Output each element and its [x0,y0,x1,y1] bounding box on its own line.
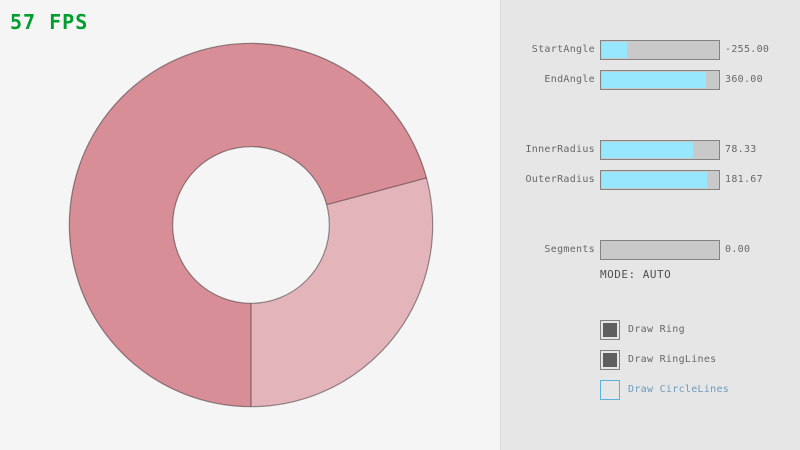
checkbox-row-draw-ringlines: Draw RingLines [500,350,800,370]
startangle-label: StartAngle [531,44,595,55]
segments-label: Segments [544,244,595,255]
outerradius-value: 181.67 [725,174,763,185]
outerradius-slider[interactable] [600,170,720,190]
slider-row-innerradius: InnerRadius 78.33 [500,140,800,160]
outerradius-label: OuterRadius [525,174,595,185]
slider-row-outerradius: OuterRadius 181.67 [500,170,800,190]
checkbox-row-draw-circlelines: Draw CircleLines [500,380,800,400]
checkmark [603,323,617,337]
mode-label: MODE: AUTO [600,268,672,281]
endangle-label: EndAngle [544,74,595,85]
endangle-slider-fill [602,72,707,88]
segments-value: 0.00 [725,244,751,255]
innerradius-slider[interactable] [600,140,720,160]
draw-circlelines-label: Draw CircleLines [628,384,730,395]
endangle-value: 360.00 [725,74,763,85]
checkmark [603,353,617,367]
draw-ring-checkbox[interactable] [600,320,620,340]
slider-row-segments: Segments 0.00 [500,240,800,260]
endangle-slider[interactable] [600,70,720,90]
checkbox-row-draw-ring: Draw Ring [500,320,800,340]
outerradius-slider-fill [602,172,708,188]
slider-row-startangle: StartAngle -255.00 [500,40,800,60]
panel-divider [500,0,501,450]
innerradius-slider-fill [602,142,693,158]
draw-circlelines-checkbox[interactable] [600,380,620,400]
draw-ring-label: Draw Ring [628,324,685,335]
startangle-slider-fill [602,42,628,58]
fps-counter: 57 FPS [10,10,89,34]
innerradius-label: InnerRadius [525,144,595,155]
draw-ringlines-checkbox[interactable] [600,350,620,370]
startangle-slider[interactable] [600,40,720,60]
controls-panel: StartAngle -255.00 EndAngle 360.00 Inner… [501,0,800,450]
draw-ringlines-label: Draw RingLines [628,354,717,365]
slider-row-endangle: EndAngle 360.00 [500,70,800,90]
startangle-value: -255.00 [725,44,770,55]
segments-slider[interactable] [600,240,720,260]
innerradius-value: 78.33 [725,144,757,155]
